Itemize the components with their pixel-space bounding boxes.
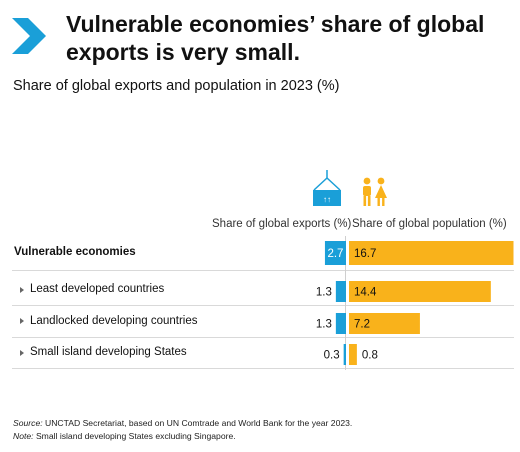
expand-triangle-icon: [20, 350, 24, 356]
row-divider: [12, 305, 514, 306]
bar-population: [349, 241, 514, 265]
data-label-exports: 1.3: [316, 319, 332, 331]
chevron-right-icon: [12, 18, 46, 54]
svg-text:↑↑: ↑↑: [323, 195, 331, 204]
data-label-population: 14.4: [354, 287, 377, 299]
category-label: Small island developing States: [30, 346, 187, 358]
row-divider: [12, 368, 514, 369]
data-label-exports: 1.3: [316, 287, 332, 299]
source-note: Source: UNCTAD Secretariat, based on UN …: [13, 418, 352, 428]
source-label: Source:: [13, 418, 43, 428]
container-crane-icon: ↑↑: [313, 170, 341, 206]
bar-population: [349, 313, 420, 334]
legend-population: Share of global population (%): [352, 218, 507, 230]
bar-population: [349, 281, 491, 302]
bar-exports: [335, 281, 346, 302]
baseline: [345, 236, 346, 370]
bar-exports: [324, 241, 346, 265]
chart-subtitle: Share of global exports and population i…: [13, 78, 340, 94]
data-label-exports: 0.3: [324, 350, 340, 362]
data-label-population: 0.8: [362, 350, 378, 362]
row-divider: [12, 270, 514, 271]
row-divider: [12, 337, 514, 338]
note-text: Small island developing States excluding…: [35, 431, 236, 441]
category-label: Least developed countries: [30, 283, 165, 295]
chart-title: Vulnerable economies’ share of global ex…: [66, 11, 485, 65]
bar-exports: [343, 344, 346, 365]
people-icon: [363, 177, 387, 206]
note-label: Note:: [13, 431, 34, 441]
data-label-population: 7.2: [354, 319, 370, 331]
note-line: Note: Small island developing States exc…: [13, 431, 236, 441]
expand-triangle-icon: [20, 318, 24, 324]
source-text: UNCTAD Secretariat, based on UN Comtrade…: [45, 418, 353, 428]
bar-population: [349, 344, 357, 365]
legend-exports: Share of global exports (%): [212, 218, 352, 230]
data-label-population: 16.7: [354, 248, 376, 260]
data-label-exports: 2.7: [327, 248, 343, 260]
category-label: Vulnerable economies: [14, 246, 136, 258]
expand-triangle-icon: [20, 287, 24, 293]
bar-exports: [335, 313, 346, 334]
category-label: Landlocked developing countries: [30, 315, 198, 327]
